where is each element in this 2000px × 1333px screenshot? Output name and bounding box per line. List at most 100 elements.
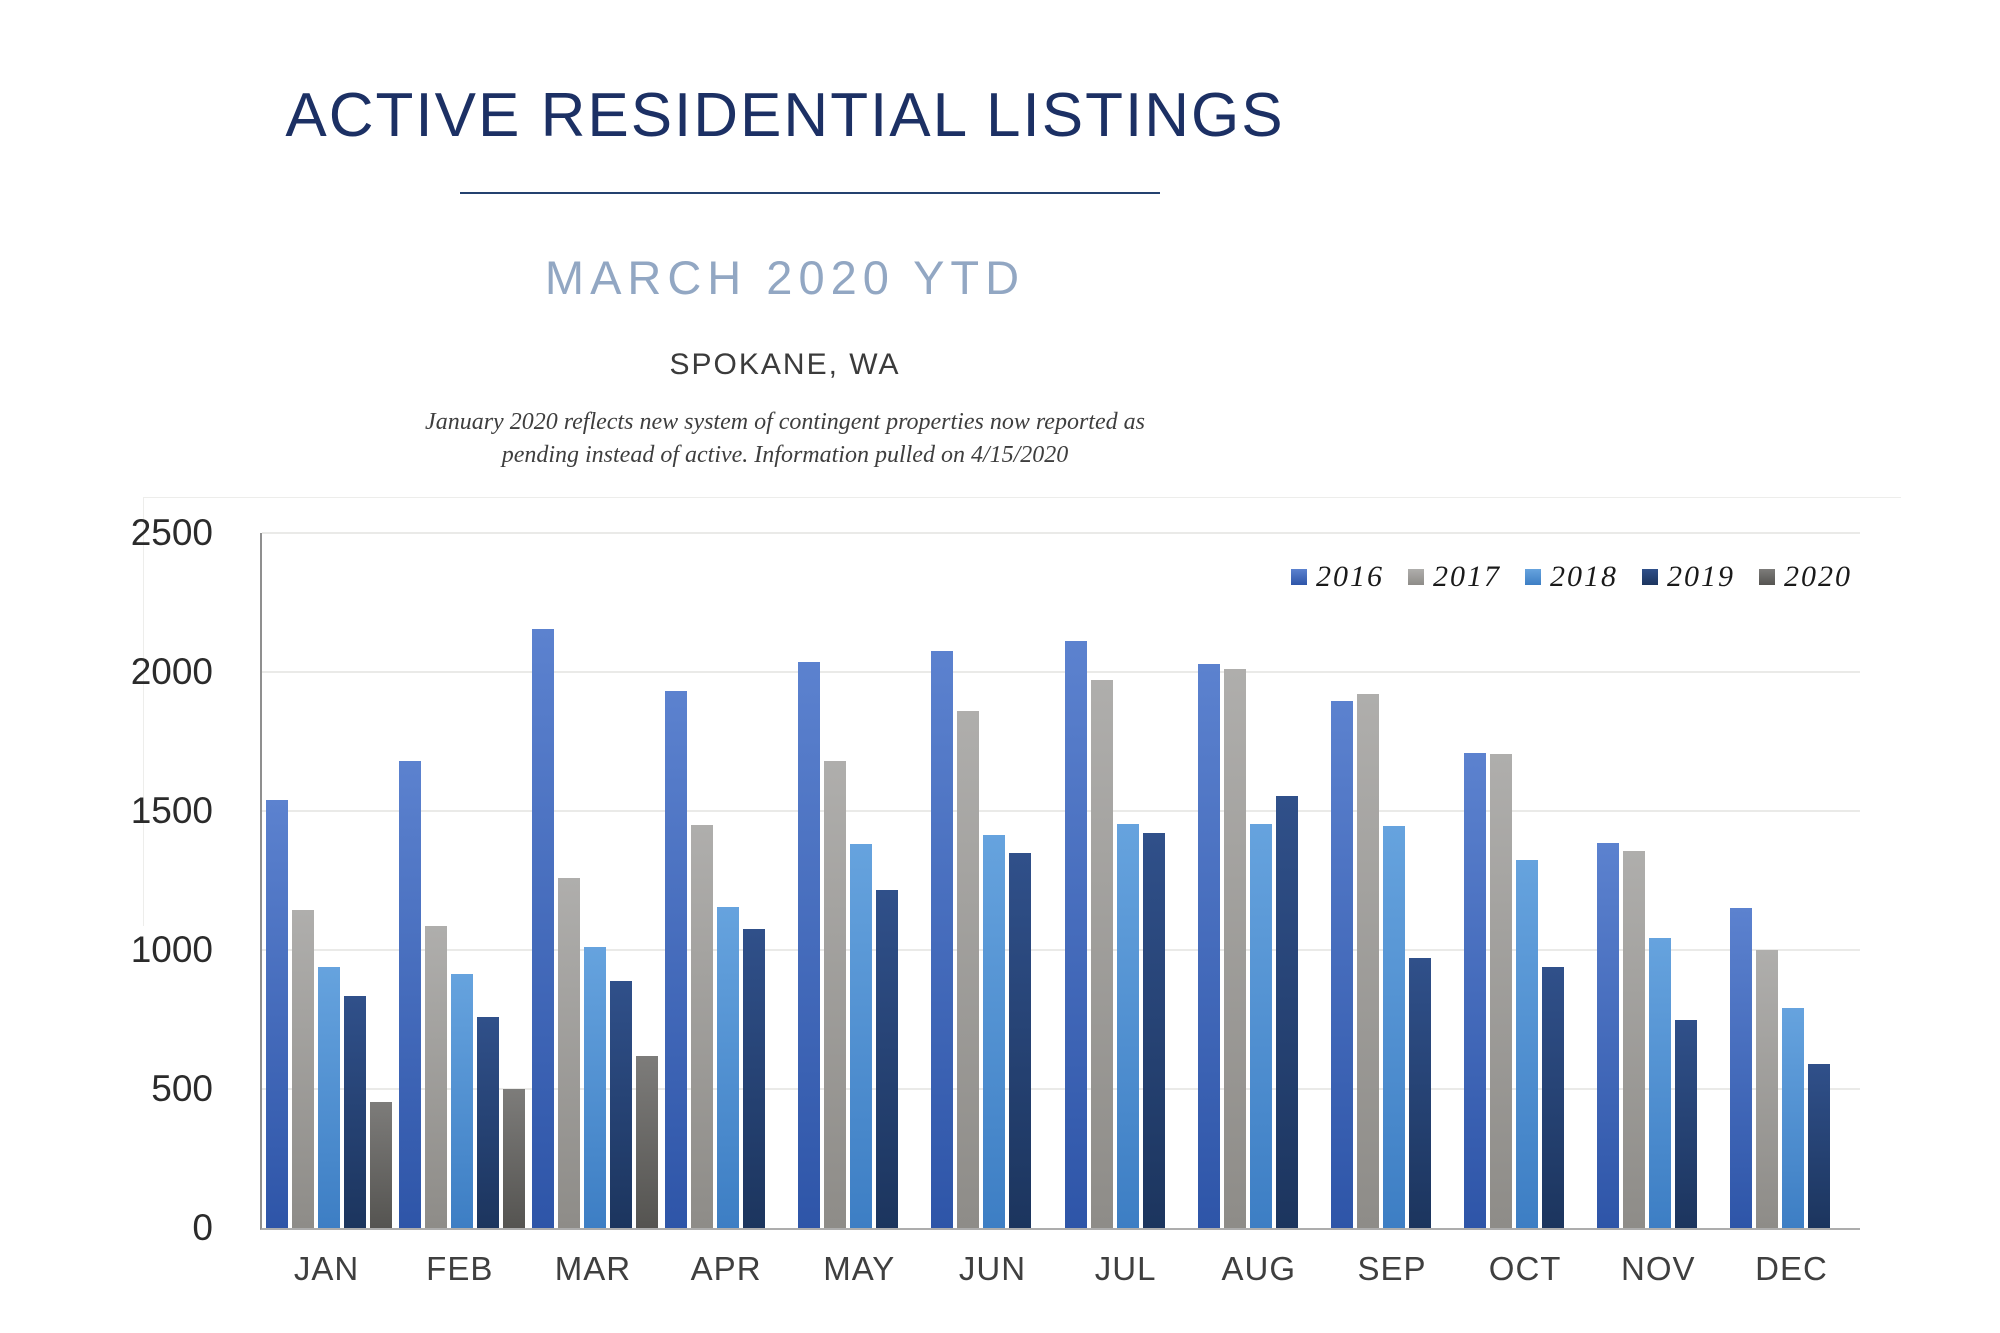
legend-swatch-2019 [1642,569,1658,585]
y-tick-label-1000: 1000 [130,929,213,970]
bar-2018-jul [1116,823,1139,1228]
bar-2019-oct [1542,966,1565,1228]
month-group-jul [1061,533,1194,1228]
month-group-may [795,533,928,1228]
bar-2020-mar [635,1055,658,1228]
x-tick-label-feb: FEB [426,1250,494,1287]
bar-2017-apr [691,824,714,1228]
month-group-jun [928,533,1061,1228]
x-tick-label-jan: JAN [293,1250,360,1287]
month-group-nov [1594,533,1727,1228]
bar-2017-feb [424,926,447,1228]
report-location: SPOKANE, WA [669,348,901,381]
bar-2017-nov [1623,851,1646,1228]
bar-2016-aug [1197,663,1220,1228]
bar-2017-mar [557,877,580,1228]
bar-2017-jul [1090,680,1113,1228]
legend-swatch-2020 [1759,569,1775,585]
bar-2016-jul [1064,641,1087,1228]
bar-2018-sep [1382,826,1405,1228]
legend-label-2020: 2020 [1784,560,1852,593]
bar-2016-feb [398,760,421,1228]
legend-swatch-2018 [1525,569,1541,585]
x-tick-label-dec: DEC [1755,1250,1828,1287]
bar-2018-may [850,844,873,1228]
bar-2019-may [876,890,899,1228]
bar-2016-may [798,662,821,1228]
legend: 2016 2017 2018 2019 2020 [1291,560,1852,594]
bar-2016-apr [665,691,688,1228]
legend-label-2018: 2018 [1550,560,1618,593]
bar-2018-jun [983,834,1006,1228]
month-group-mar [528,533,661,1228]
x-tick-label-sep: SEP [1357,1250,1427,1287]
legend-label-2017: 2017 [1433,560,1501,593]
month-group-feb [395,533,528,1228]
bar-2018-dec [1782,1008,1805,1228]
month-group-dec [1727,533,1860,1228]
page-title: ACTIVE RESIDENTIAL LISTINGS [285,81,1285,150]
y-tick-label-1500: 1500 [130,790,213,831]
bar-2020-jan [369,1101,392,1228]
bar-2019-sep [1408,958,1431,1228]
bar-2016-jun [931,651,954,1228]
legend-item-2016: 2016 [1291,560,1384,594]
bar-2019-feb [476,1016,499,1228]
bar-2016-dec [1730,908,1753,1228]
bar-2016-jan [265,799,288,1228]
title-underline [460,192,1160,194]
note-line-1: January 2020 reflects new system of cont… [425,409,1145,435]
bar-2020-feb [502,1089,525,1228]
x-tick-label-may: MAY [823,1250,896,1287]
x-tick-label-oct: OCT [1488,1250,1562,1287]
bar-2017-sep [1356,694,1379,1228]
month-group-oct [1461,533,1594,1228]
month-group-apr [662,533,795,1228]
bar-2017-may [824,760,847,1228]
bar-2019-mar [609,980,632,1228]
legend-label-2016: 2016 [1316,560,1384,593]
bar-2019-nov [1675,1019,1698,1228]
month-group-aug [1194,533,1327,1228]
bar-2016-oct [1464,752,1487,1228]
bar-2016-mar [531,628,554,1228]
y-tick-label-0: 0 [192,1207,213,1248]
note-line-2: pending instead of active. Information p… [501,442,1069,468]
bar-2018-nov [1649,937,1672,1228]
x-tick-label-jul: JUL [1094,1250,1157,1287]
x-tick-label-mar: MAR [554,1250,632,1287]
x-tick-label-apr: APR [690,1250,762,1287]
chart-frame-border [143,497,1901,926]
y-tick-label-2000: 2000 [130,651,213,692]
bar-2018-jan [317,966,340,1228]
bar-2019-dec [1808,1063,1831,1228]
bar-2018-mar [583,947,606,1228]
legend-item-2018: 2018 [1525,560,1618,594]
bar-2018-apr [717,906,740,1228]
report-note: January 2020 reflects new system of cont… [0,406,1570,472]
x-axis-labels: JAN FEB MAR APR MAY JUN JUL AUG SEP OCT NOV DEC [260,1250,1858,1288]
bar-2018-oct [1516,859,1539,1228]
bar-2019-jul [1142,833,1165,1228]
legend-item-2020: 2020 [1759,560,1852,594]
bar-2017-jun [957,710,980,1228]
bar-2019-aug [1275,795,1298,1228]
x-tick-label-jun: JUN [958,1250,1027,1287]
legend-item-2019: 2019 [1642,560,1735,594]
bar-2017-oct [1490,754,1513,1228]
report-subtitle: MARCH 2020 YTD [544,251,1026,304]
y-tick-label-2500: 2500 [130,512,213,553]
legend-item-2017: 2017 [1408,560,1501,594]
bar-2016-sep [1330,701,1353,1228]
bar-2018-feb [450,973,473,1228]
bar-2016-nov [1597,842,1620,1228]
bar-2017-jan [291,909,314,1228]
x-tick-label-nov: NOV [1621,1250,1696,1287]
legend-swatch-2017 [1408,569,1424,585]
legend-swatch-2016 [1291,569,1307,585]
month-group-sep [1327,533,1460,1228]
y-axis-labels: 0 500 1000 1500 2000 2500 [80,514,235,1247]
bar-2019-jan [343,995,366,1228]
legend-label-2019: 2019 [1667,560,1735,593]
